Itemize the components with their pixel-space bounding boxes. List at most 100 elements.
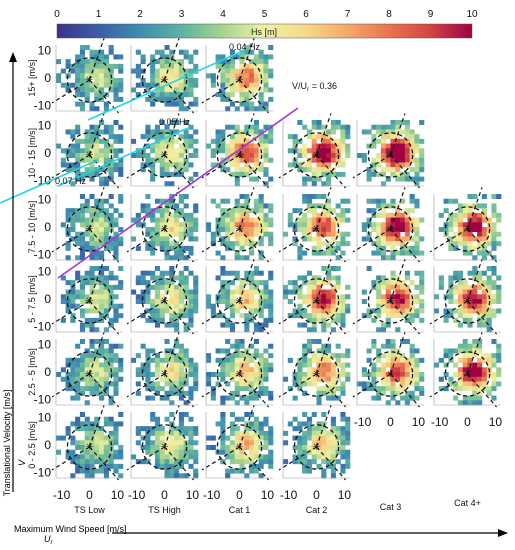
heatmap-cell <box>145 241 151 247</box>
heatmap-cell <box>253 157 259 163</box>
heatmap-cell <box>174 203 180 209</box>
radius-circle <box>66 351 113 397</box>
heatmap-cell <box>414 376 420 382</box>
heatmap-cell <box>481 289 487 295</box>
heatmap-cell <box>135 459 141 465</box>
heatmap-cell <box>330 148 336 154</box>
heatmap-cell <box>103 217 109 223</box>
heatmap-cell <box>244 459 250 465</box>
heatmap-cell <box>135 68 141 74</box>
heatmap-cell <box>496 308 502 314</box>
heatmap-cell <box>99 153 105 159</box>
heatmap-cell <box>229 241 236 247</box>
heatmap-cell <box>154 313 161 319</box>
heatmap-cell <box>249 421 255 427</box>
heatmap-cell <box>385 162 391 168</box>
heatmap-cell <box>84 96 90 102</box>
heatmap-cell <box>244 222 250 228</box>
heatmap-cell <box>183 129 189 135</box>
heatmap-cell <box>268 463 274 469</box>
heatmap-cell <box>340 390 346 396</box>
heatmap-cell <box>486 327 492 333</box>
heatmap-cell <box>414 381 420 387</box>
heatmap-cell <box>330 463 336 469</box>
heatmap-cell <box>306 327 313 333</box>
heatmap-cell <box>340 208 346 214</box>
heatmap-cell <box>89 241 95 247</box>
heatmap-cell <box>244 426 250 432</box>
heatmap-cell <box>65 217 71 223</box>
heatmap-panel: ✳ <box>51 332 124 408</box>
heatmap-cell <box>150 73 156 79</box>
heatmap-cell <box>472 203 478 209</box>
heatmap-cell <box>140 59 146 65</box>
heatmap-cell <box>89 129 95 135</box>
heatmap-cell <box>183 430 189 436</box>
heatmap-cell <box>330 171 336 177</box>
heatmap-cell <box>404 317 410 323</box>
heatmap-cell <box>457 313 464 319</box>
heatmap-cell <box>239 194 245 200</box>
heatmap-cell <box>409 317 415 323</box>
heatmap-cell <box>159 231 165 237</box>
heatmap-cell <box>174 101 180 107</box>
heatmap-cell <box>145 440 151 446</box>
heatmap-cell <box>154 372 161 378</box>
heatmap-cell <box>225 280 231 286</box>
heatmap-cell <box>253 416 259 422</box>
heatmap-cell <box>79 445 86 451</box>
heatmap-cell <box>311 303 317 309</box>
heatmap-cell <box>60 157 66 163</box>
heatmap-cell <box>84 372 90 378</box>
heatmap-cell <box>84 449 90 455</box>
heatmap-cell <box>229 327 236 333</box>
heatmap-cell <box>159 270 165 276</box>
heatmap-cell <box>135 381 141 387</box>
heatmap-cell <box>380 129 387 135</box>
heatmap-cell <box>239 313 245 319</box>
heatmap-cell <box>234 270 240 276</box>
heatmap-cell <box>113 463 119 469</box>
direction-line <box>352 228 391 253</box>
heatmap-cell <box>89 49 95 55</box>
heatmap-cell <box>145 435 151 441</box>
heatmap-cell <box>94 153 100 159</box>
heatmap-cell <box>253 203 259 209</box>
heatmap-cell <box>75 171 81 177</box>
heatmap-cell <box>150 386 156 392</box>
heatmap-cell <box>99 59 105 65</box>
heatmap-cell <box>457 227 464 233</box>
storm-center-icon: ✳ <box>160 150 168 161</box>
heatmap-cell <box>89 454 95 460</box>
heatmap-cell <box>419 317 425 323</box>
heatmap-cell <box>113 440 119 446</box>
heatmap-cell <box>135 217 141 223</box>
heatmap-cell <box>321 124 327 130</box>
heatmap-cell <box>477 400 483 406</box>
heatmap-cell <box>404 227 410 233</box>
storm-center-icon: ✳ <box>312 224 320 235</box>
heatmap-cell <box>385 357 391 363</box>
heatmap-cell <box>244 357 250 363</box>
heatmap-cell <box>113 96 119 102</box>
heatmap-cell <box>229 280 236 286</box>
heatmap-cell <box>234 198 240 204</box>
heatmap-cell <box>140 134 146 140</box>
heatmap-cell <box>326 308 332 314</box>
direction-line <box>429 373 468 398</box>
heatmap-cell <box>297 454 303 460</box>
heatmap-cell <box>249 289 255 295</box>
heatmap-cell <box>244 241 250 247</box>
heatmap-cell <box>443 348 449 354</box>
heatmap-cell <box>414 386 420 392</box>
heatmap-cell <box>113 454 119 460</box>
heatmap-cell <box>94 124 100 130</box>
heatmap-cell <box>94 231 100 237</box>
heatmap-cell <box>249 430 255 436</box>
heatmap-cell <box>99 463 105 469</box>
heatmap-cell <box>210 395 216 401</box>
heatmap-cell <box>311 120 317 126</box>
heatmap-cell <box>414 308 420 314</box>
heatmap-cell <box>193 138 199 144</box>
heatmap-cell <box>263 322 269 328</box>
